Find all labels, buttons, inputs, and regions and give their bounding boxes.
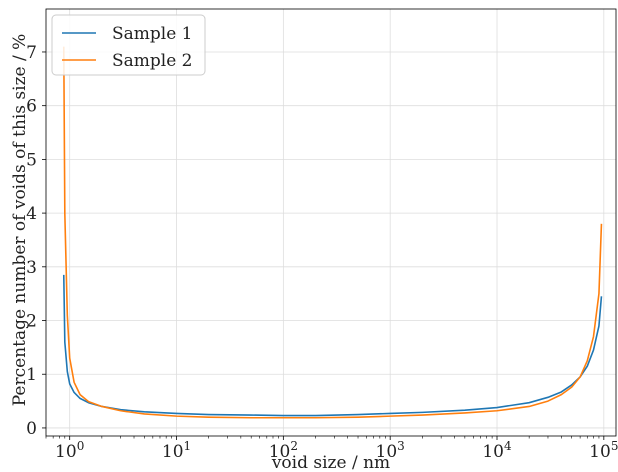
x-axis-label: void size / nm: [271, 453, 390, 472]
x-tick-label: 100: [55, 439, 84, 462]
plot-background: [46, 9, 616, 436]
y-tick-label: 6: [26, 97, 37, 117]
y-axis-label: Percentage number of voids of this size …: [10, 34, 30, 407]
x-tick-label: 101: [162, 439, 191, 462]
y-tick-label: 0: [26, 419, 37, 439]
y-tick-label: 4: [26, 204, 37, 224]
series-lines: [62, 46, 603, 419]
x-tick-label: 104: [482, 439, 512, 462]
series-line-sample-2: [62, 46, 603, 419]
x-axis: 100 101 102 103 104 105: [45, 436, 618, 462]
plot-frame: [45, 8, 617, 437]
y-tick-label: 7: [26, 43, 37, 63]
grid: [46, 9, 616, 436]
y-tick-label: 2: [26, 312, 37, 332]
series-line-sample-1: [62, 274, 603, 417]
x-tick-label: 103: [376, 439, 405, 462]
y-axis: 0 1 2 3 4 5 6 7: [26, 43, 46, 439]
x-tick-label: 102: [269, 439, 298, 462]
y-tick-label: 3: [26, 258, 37, 278]
y-tick-label: 5: [26, 150, 37, 170]
x-tick-label: 105: [589, 439, 618, 462]
legend: Sample 1 Sample 2: [51, 14, 206, 76]
legend-label-sample-1: Sample 1: [112, 24, 193, 44]
y-tick-label: 1: [26, 365, 37, 385]
legend-label-sample-2: Sample 2: [112, 51, 193, 71]
